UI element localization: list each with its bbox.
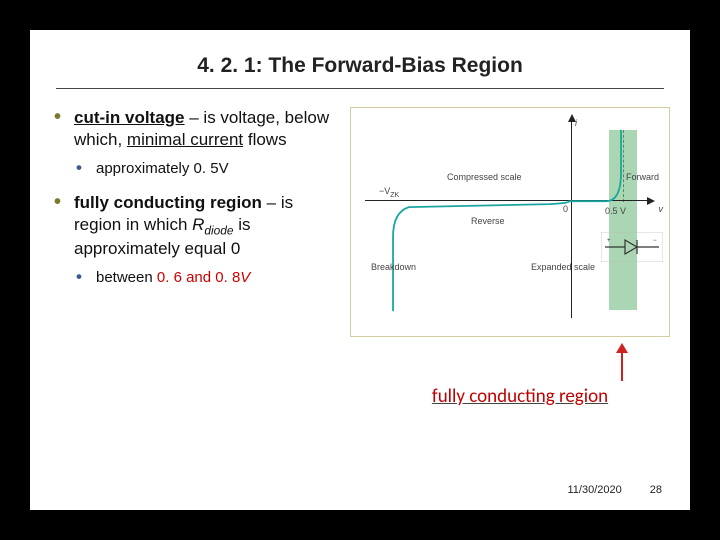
iv-curve [351,108,669,336]
title-rule [56,88,664,89]
rlabel-sub: diode [204,223,233,237]
iv-chart: Compressed scale Forward Reverse Breakdo… [350,107,670,337]
bullet-cutin: cut-in voltage – is voltage, below which… [50,107,340,178]
lbl-reverse: Reverse [471,216,505,226]
bullet-fully-sub: between 0. 6 and 0. 8V [74,268,340,288]
bullet-fully: fully conducting region – is region in w… [50,192,340,288]
diode-symbol-icon: + − [601,232,663,262]
fully-sub-post: V [240,269,250,286]
bullet-cutin-sub: approximately 0. 5V [74,159,340,179]
fully-lead: fully conducting region [74,193,262,212]
lbl-forward: Forward [626,172,659,182]
lbl-halfv: 0.5 V [605,206,626,216]
cutin-tail: flows [243,130,286,149]
footer-date: 11/30/2020 [568,484,622,496]
slide-title: 4. 2. 1: The Forward-Bias Region [50,54,670,78]
content-row: cut-in voltage – is voltage, below which… [50,107,670,337]
fully-sub-range: 0. 6 and 0. 8 [157,269,240,286]
lbl-axis-i: i [575,118,577,128]
text-column: cut-in voltage – is voltage, below which… [50,107,340,337]
slide: 4. 2. 1: The Forward-Bias Region cut-in … [30,30,690,510]
svg-text:+: + [607,238,611,244]
cutin-minimal: minimal current [127,130,243,149]
lbl-expanded: Expanded scale [531,262,595,272]
arrow-up-icon [616,343,628,381]
graph-column: Compressed scale Forward Reverse Breakdo… [350,107,670,337]
svg-text:−: − [653,238,657,244]
graph-caption: fully conducting region [386,385,654,408]
lbl-origin: 0 [563,204,568,214]
lbl-breakdown: Breakdown [371,262,416,272]
footer-page: 28 [650,484,662,496]
cutin-lead: cut-in voltage [74,108,185,127]
lbl-compressed: Compressed scale [447,172,522,182]
rlabel-main: R [192,215,204,234]
fully-sub-pre: between [96,269,157,286]
lbl-vzk: −VZK [379,186,399,199]
lbl-axis-v: v [659,204,664,214]
slide-footer: 11/30/2020 28 [568,484,663,496]
